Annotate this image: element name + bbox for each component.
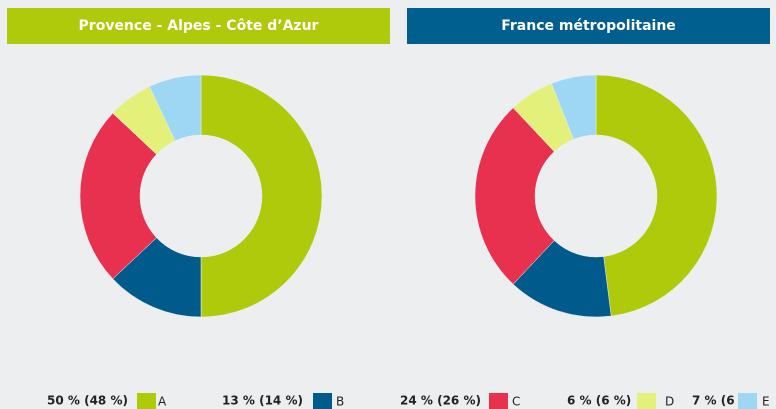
legend-label: B [336, 395, 344, 409]
panel-title: Provence - Alpes - Côte d’Azur [79, 18, 319, 34]
legend-values: 50 % (48 %) [47, 394, 128, 408]
legend-values: 13 % (14 %) [222, 394, 303, 408]
legend-label: E [762, 395, 770, 409]
legend-values: 24 % (26 %) [400, 394, 481, 408]
legend-swatch [738, 393, 757, 409]
donut-slice [149, 74, 202, 142]
legend-swatch [489, 393, 508, 409]
legend-label: A [158, 395, 167, 409]
donut-slice [595, 74, 718, 317]
donut-slice [200, 74, 323, 318]
legend-values: 6 % (6 %) [567, 394, 631, 408]
panel-title: France métropolitaine [501, 18, 676, 34]
legend-swatch [637, 393, 656, 409]
donut-slice [474, 107, 555, 285]
legend-label: C [512, 395, 520, 409]
panel-header [7, 8, 390, 44]
panel-header [407, 8, 770, 44]
donut-slice [551, 74, 597, 140]
legend-swatch [137, 393, 156, 409]
legend-label: D [665, 395, 674, 409]
donut-slice [79, 112, 157, 280]
legend-swatch [313, 393, 332, 409]
